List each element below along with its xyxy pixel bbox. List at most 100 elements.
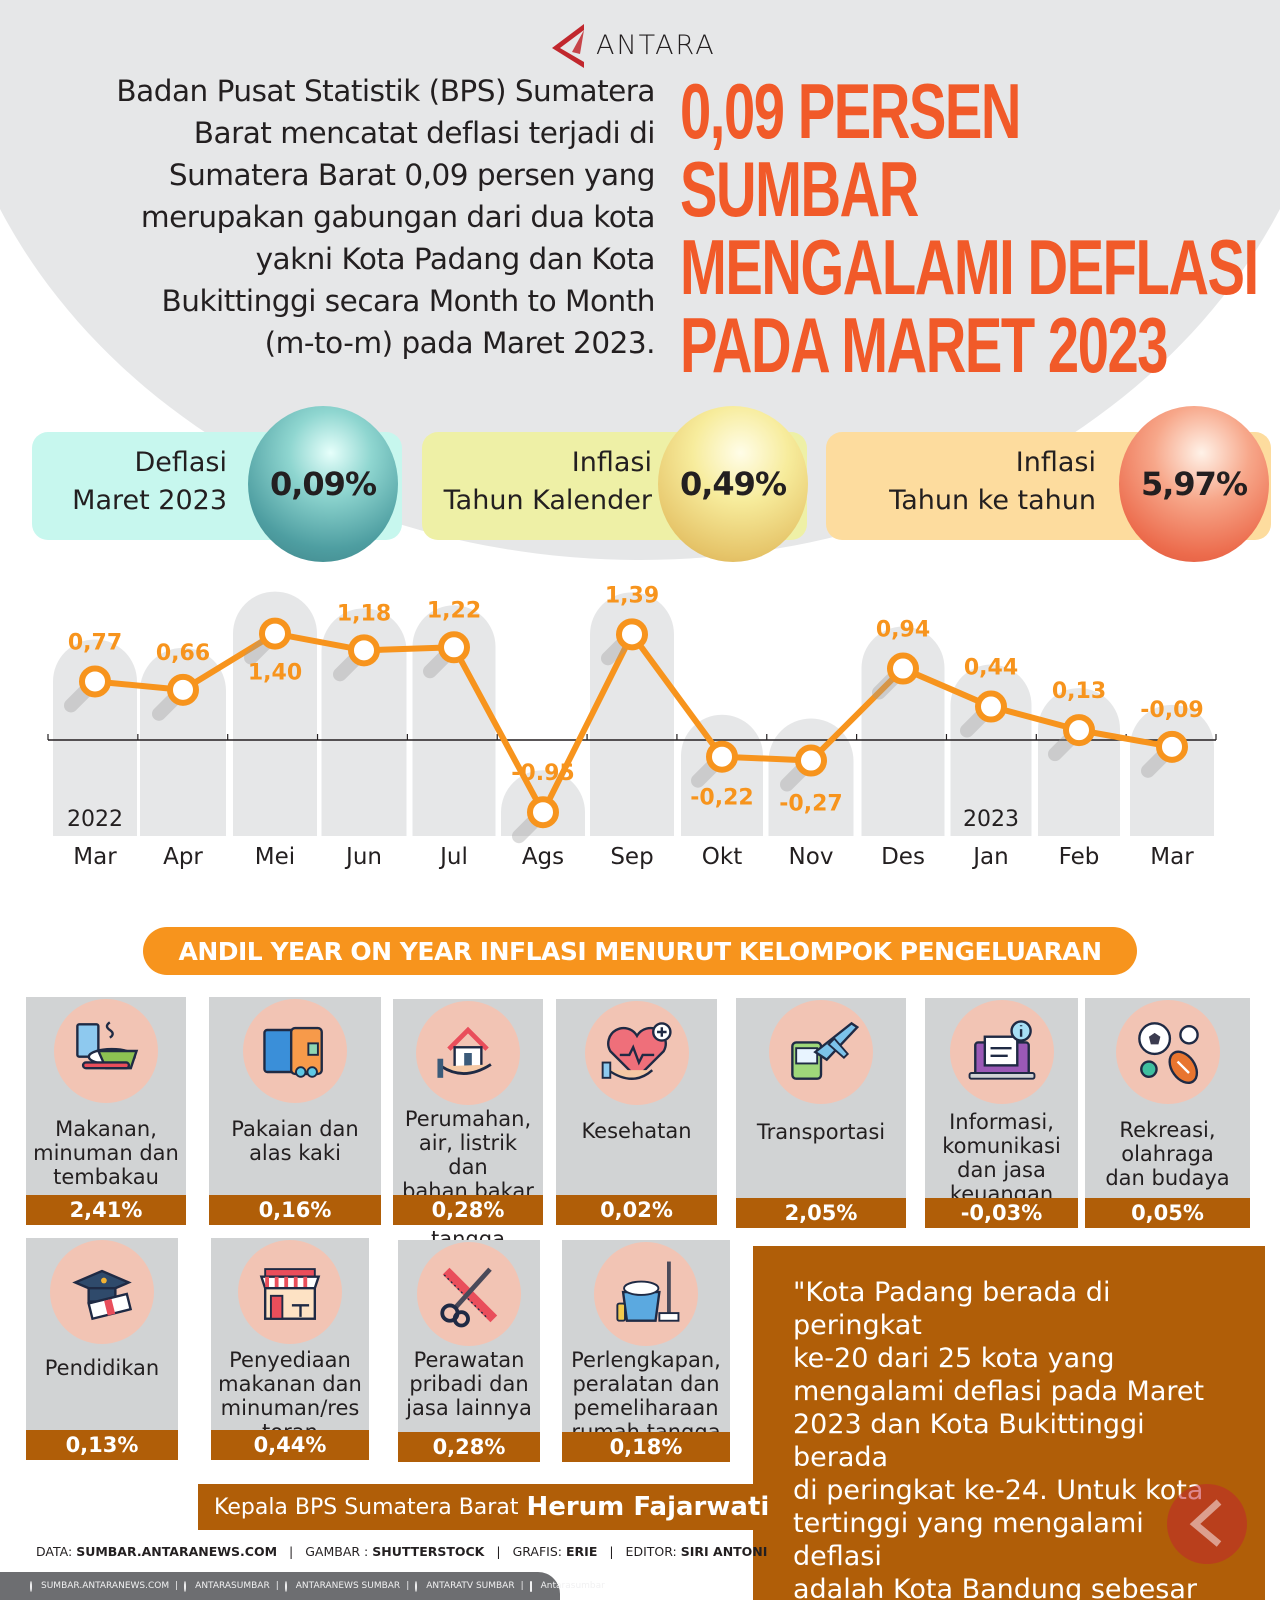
category-label-line: Perumahan, [404, 1107, 532, 1131]
category-label: Kesehatan [560, 1119, 713, 1143]
data-point-marker [527, 796, 559, 829]
antara-logo-text: ANTARA [596, 29, 716, 61]
year-label: 2022 [67, 807, 123, 832]
quote-line: "Kota Padang berada di peringkat [793, 1277, 1111, 1341]
data-value-label: 0,77 [68, 630, 122, 655]
social-bar: SUMBAR.ANTARANEWS.COM | ANTARASUMBAR | ANT… [0, 1572, 605, 1600]
social-website-link[interactable]: SUMBAR.ANTARANEWS.COM [41, 1581, 170, 1591]
quote-line: tertinggi yang mengalami deflasi [793, 1508, 1144, 1572]
category-label-line: jasa lainnya [406, 1396, 532, 1420]
quote-line: mengalami deflasi pada Maret [793, 1376, 1205, 1407]
stat-label: Inflasi Tahun ke tahun [889, 444, 1096, 520]
category-label-line: alas kaki [249, 1141, 341, 1165]
stat-orb: 0,49% [658, 406, 808, 562]
antara-logo-mark-icon [552, 24, 584, 68]
stat-card-deflasi: Deflasi Maret 2023 0,09% [32, 406, 402, 562]
category-label-line: dan budaya [1105, 1166, 1230, 1190]
headline: 0,09 PERSEN SUMBAR MENGALAMI DEFLASI PAD… [680, 72, 1259, 384]
intro-paragraph: Badan Pusat Statistik (BPS) Sumatera Bar… [40, 70, 655, 364]
quote-line: ke-20 dari 25 kota yang [793, 1343, 1115, 1374]
month-label: Jul [438, 844, 468, 870]
data-point-marker [167, 673, 199, 706]
sports-balls-icon [1115, 1000, 1220, 1104]
social-twitter-link[interactable]: ANTARASUMBAR [195, 1581, 270, 1591]
category-card: Pakaian dan alas kaki 0,16% [209, 997, 381, 1225]
category-label: Perawatan pribadi dan jasa lainnya [402, 1348, 536, 1420]
data-point-marker [616, 618, 648, 651]
credit-value: SHUTTERSTOCK [372, 1544, 485, 1559]
category-card: Kesehatan 0,02% [556, 999, 717, 1225]
intro-line: yakni Kota Padang dan Kota [255, 242, 656, 276]
category-label-line: minuman dan [33, 1141, 179, 1165]
social-tiktok-link[interactable]: Antarasumbar [540, 1581, 605, 1591]
category-label-line: Rekreasi, [1119, 1118, 1216, 1142]
laptop-info-icon [949, 1000, 1054, 1104]
intro-line: Sumatera Barat 0,09 persen yang [168, 158, 656, 192]
month-label: Apr [163, 844, 203, 870]
month-label: Feb [1059, 844, 1100, 870]
restaurant-icon [238, 1240, 342, 1344]
column-background [1038, 688, 1120, 836]
globe-icon [30, 1580, 32, 1592]
clothing-icon [243, 999, 347, 1103]
column-background [768, 718, 854, 836]
category-label-line: Pendidikan [44, 1356, 160, 1380]
category-value: 0,18% [562, 1432, 730, 1462]
quote-line: di peringkat ke-24. Untuk kota [793, 1475, 1204, 1506]
credit-label: DATA: [36, 1544, 73, 1559]
category-label: Makanan, minuman dan tembakau [30, 1117, 182, 1189]
category-label-line: dan jasa [957, 1158, 1046, 1182]
data-point-marker [975, 690, 1007, 723]
stat-card-inflasi-yoy: Inflasi Tahun ke tahun 5,97% [826, 406, 1271, 562]
data-point-marker [706, 740, 738, 773]
category-value: 0,02% [556, 1195, 717, 1225]
antaranews-watermark-icon [1167, 1484, 1247, 1564]
column-background [233, 591, 317, 836]
social-youtube-link[interactable]: ANTARATV SUMBAR [426, 1581, 515, 1591]
stat-label: Inflasi Tahun Kalender [444, 444, 652, 520]
data-value-label: 0,13 [1052, 679, 1106, 704]
category-card: Rekreasi, olahraga dan budaya 0,05% [1085, 998, 1250, 1228]
data-value-label: -0.95 [511, 761, 574, 786]
scissors-comb-icon [417, 1242, 521, 1346]
cleaning-bucket-icon [594, 1242, 698, 1346]
quote-box: "Kota Padang berada di peringkat ke-20 d… [753, 1246, 1265, 1600]
month-label: Okt [702, 844, 742, 870]
social-facebook-link[interactable]: ANTARANEWS SUMBAR [295, 1581, 401, 1591]
data-value-label: 0,66 [156, 641, 210, 666]
intro-line: Bukittinggi secara Month to Month [161, 284, 656, 318]
intro-line: merupakan gabungan dari dua kota [140, 200, 656, 234]
column-background [950, 664, 1032, 836]
category-value: 2,05% [736, 1198, 906, 1228]
credit-label: GAMBAR : [305, 1544, 369, 1559]
category-value: -0,03% [925, 1198, 1078, 1228]
stat-orb: 5,97% [1119, 406, 1269, 562]
quote-line: 2023 dan Kota Bukittinggi berada [793, 1409, 1145, 1473]
data-point-marker [1063, 714, 1095, 747]
stat-label-line: Deflasi [134, 447, 227, 478]
category-label-line: tembakau [53, 1165, 159, 1189]
stat-label-line: Inflasi [1015, 447, 1096, 478]
stat-label-line: Inflasi [571, 447, 652, 478]
category-label-line: komunikasi [942, 1134, 1061, 1158]
category-value: 0,28% [393, 1195, 543, 1225]
month-label: Jan [971, 844, 1008, 870]
data-value-label: -0,22 [690, 786, 753, 811]
category-label-line: Perlengkapan, [571, 1348, 721, 1372]
data-point-marker [348, 634, 380, 667]
month-label: Mar [73, 844, 117, 870]
tiktok-icon [529, 1580, 532, 1592]
stat-value: 0,49% [679, 465, 787, 503]
month-label: Nov [789, 844, 834, 870]
column-background [140, 647, 226, 836]
category-label: Perlengkapan,peralatan danpemeliharaanru… [566, 1348, 726, 1444]
category-label: Rekreasi, olahraga dan budaya [1089, 1118, 1246, 1190]
category-card: Informasi, komunikasi dan jasa keuangan -0,0… [925, 998, 1078, 1228]
food-icon [54, 999, 158, 1103]
column-background [681, 714, 763, 836]
year-label: 2023 [963, 807, 1019, 832]
data-point-marker [438, 631, 470, 664]
month-label: Sep [610, 844, 653, 870]
